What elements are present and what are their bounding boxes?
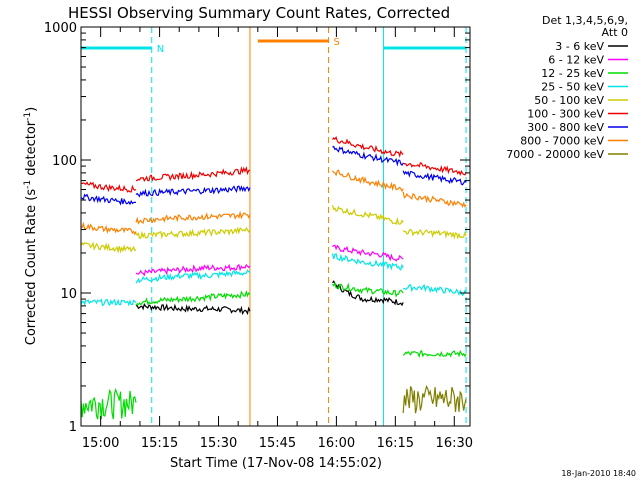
legend-header-line: Att 0 [602,26,628,39]
legend-label: 12 - 25 keV [541,67,604,80]
legend-label: 300 - 800 keV [527,121,604,134]
x-tick-label: 15:30 [200,436,237,451]
observing-flags: NS [81,37,467,55]
series-line-4-seg-0 [80,241,137,254]
series-line-1-seg-1 [332,244,404,262]
series-line-3-seg-0 [80,298,137,307]
series-line-5-seg-1 [135,165,251,182]
series-line-5-seg-3 [402,162,467,176]
series-line-7-seg-0 [80,221,137,236]
chart-title: HESSI Observing Summary Count Rates, Cor… [68,4,450,22]
x-tick-label: 15:00 [82,436,119,451]
y-axis-label: Corrected Count Rate (s-1 detector-1) [23,107,39,345]
legend-label: 800 - 7000 keV [520,135,604,148]
series-line-2-seg-3 [402,349,467,359]
x-tick-label: 16:30 [436,436,473,451]
series-line-7-seg-2 [332,169,404,193]
flag-label-0: N [157,44,164,55]
series-line-3-seg-1 [135,269,251,284]
series-line-7-seg-3 [402,191,467,208]
series-line-3-seg-3 [402,283,467,297]
series-line-6-seg-3 [402,170,467,186]
legend-label: 6 - 12 keV [548,54,604,67]
series-line-8-seg-0 [402,384,467,414]
series-line-2-seg-0 [80,387,137,420]
day-periods [80,27,467,426]
x-axis-label: Start Time (17-Nov-08 14:55:02) [170,456,382,471]
series-line-0-seg-0 [135,302,251,316]
series-line-1-seg-0 [135,263,251,277]
y-tick-label: 1 [69,420,77,435]
x-axis: 15:00 15:15 15:30 15:45 16:00 16:15 16:30 [82,27,473,451]
y-axis: 1 10 100 1000 [44,21,470,435]
timestamp: 18-Jan-2010 18:40 [561,469,636,478]
y-tick-label: 100 [52,154,77,169]
x-tick-label: 15:15 [141,436,178,451]
x-tick-label: 15:45 [259,436,296,451]
y-tick-label: 1000 [44,21,77,36]
legend-label: 3 - 6 keV [555,40,604,53]
series-line-4-seg-2 [331,205,404,226]
series-line-6-seg-1 [135,185,251,198]
flag-label-1: S [334,37,340,48]
series-line-3-seg-2 [331,253,404,271]
x-tick-label: 16:15 [377,436,414,451]
y-tick-label: 10 [60,287,77,302]
series-line-2-seg-2 [332,281,404,298]
series-line-7-seg-1 [135,210,251,225]
legend-label: 25 - 50 keV [541,81,604,94]
legend-label: 7000 - 20000 keV [506,148,604,161]
series-line-6-seg-2 [332,145,404,167]
series-line-5-seg-0 [80,181,137,193]
plot-frame [80,26,471,427]
legend-label: 50 - 100 keV [534,94,604,107]
series-line-2-seg-1 [135,289,251,306]
series-line-6-seg-0 [80,193,137,206]
x-tick-label: 16:00 [318,436,355,451]
series-line-5-seg-2 [332,135,404,158]
legend-header-line: Det 1,3,4,5,6,9, [542,14,628,27]
series-line-4-seg-3 [402,228,467,240]
series-layer [80,135,467,420]
series-line-4-seg-1 [135,226,251,240]
legend-label: 100 - 300 keV [527,108,604,121]
